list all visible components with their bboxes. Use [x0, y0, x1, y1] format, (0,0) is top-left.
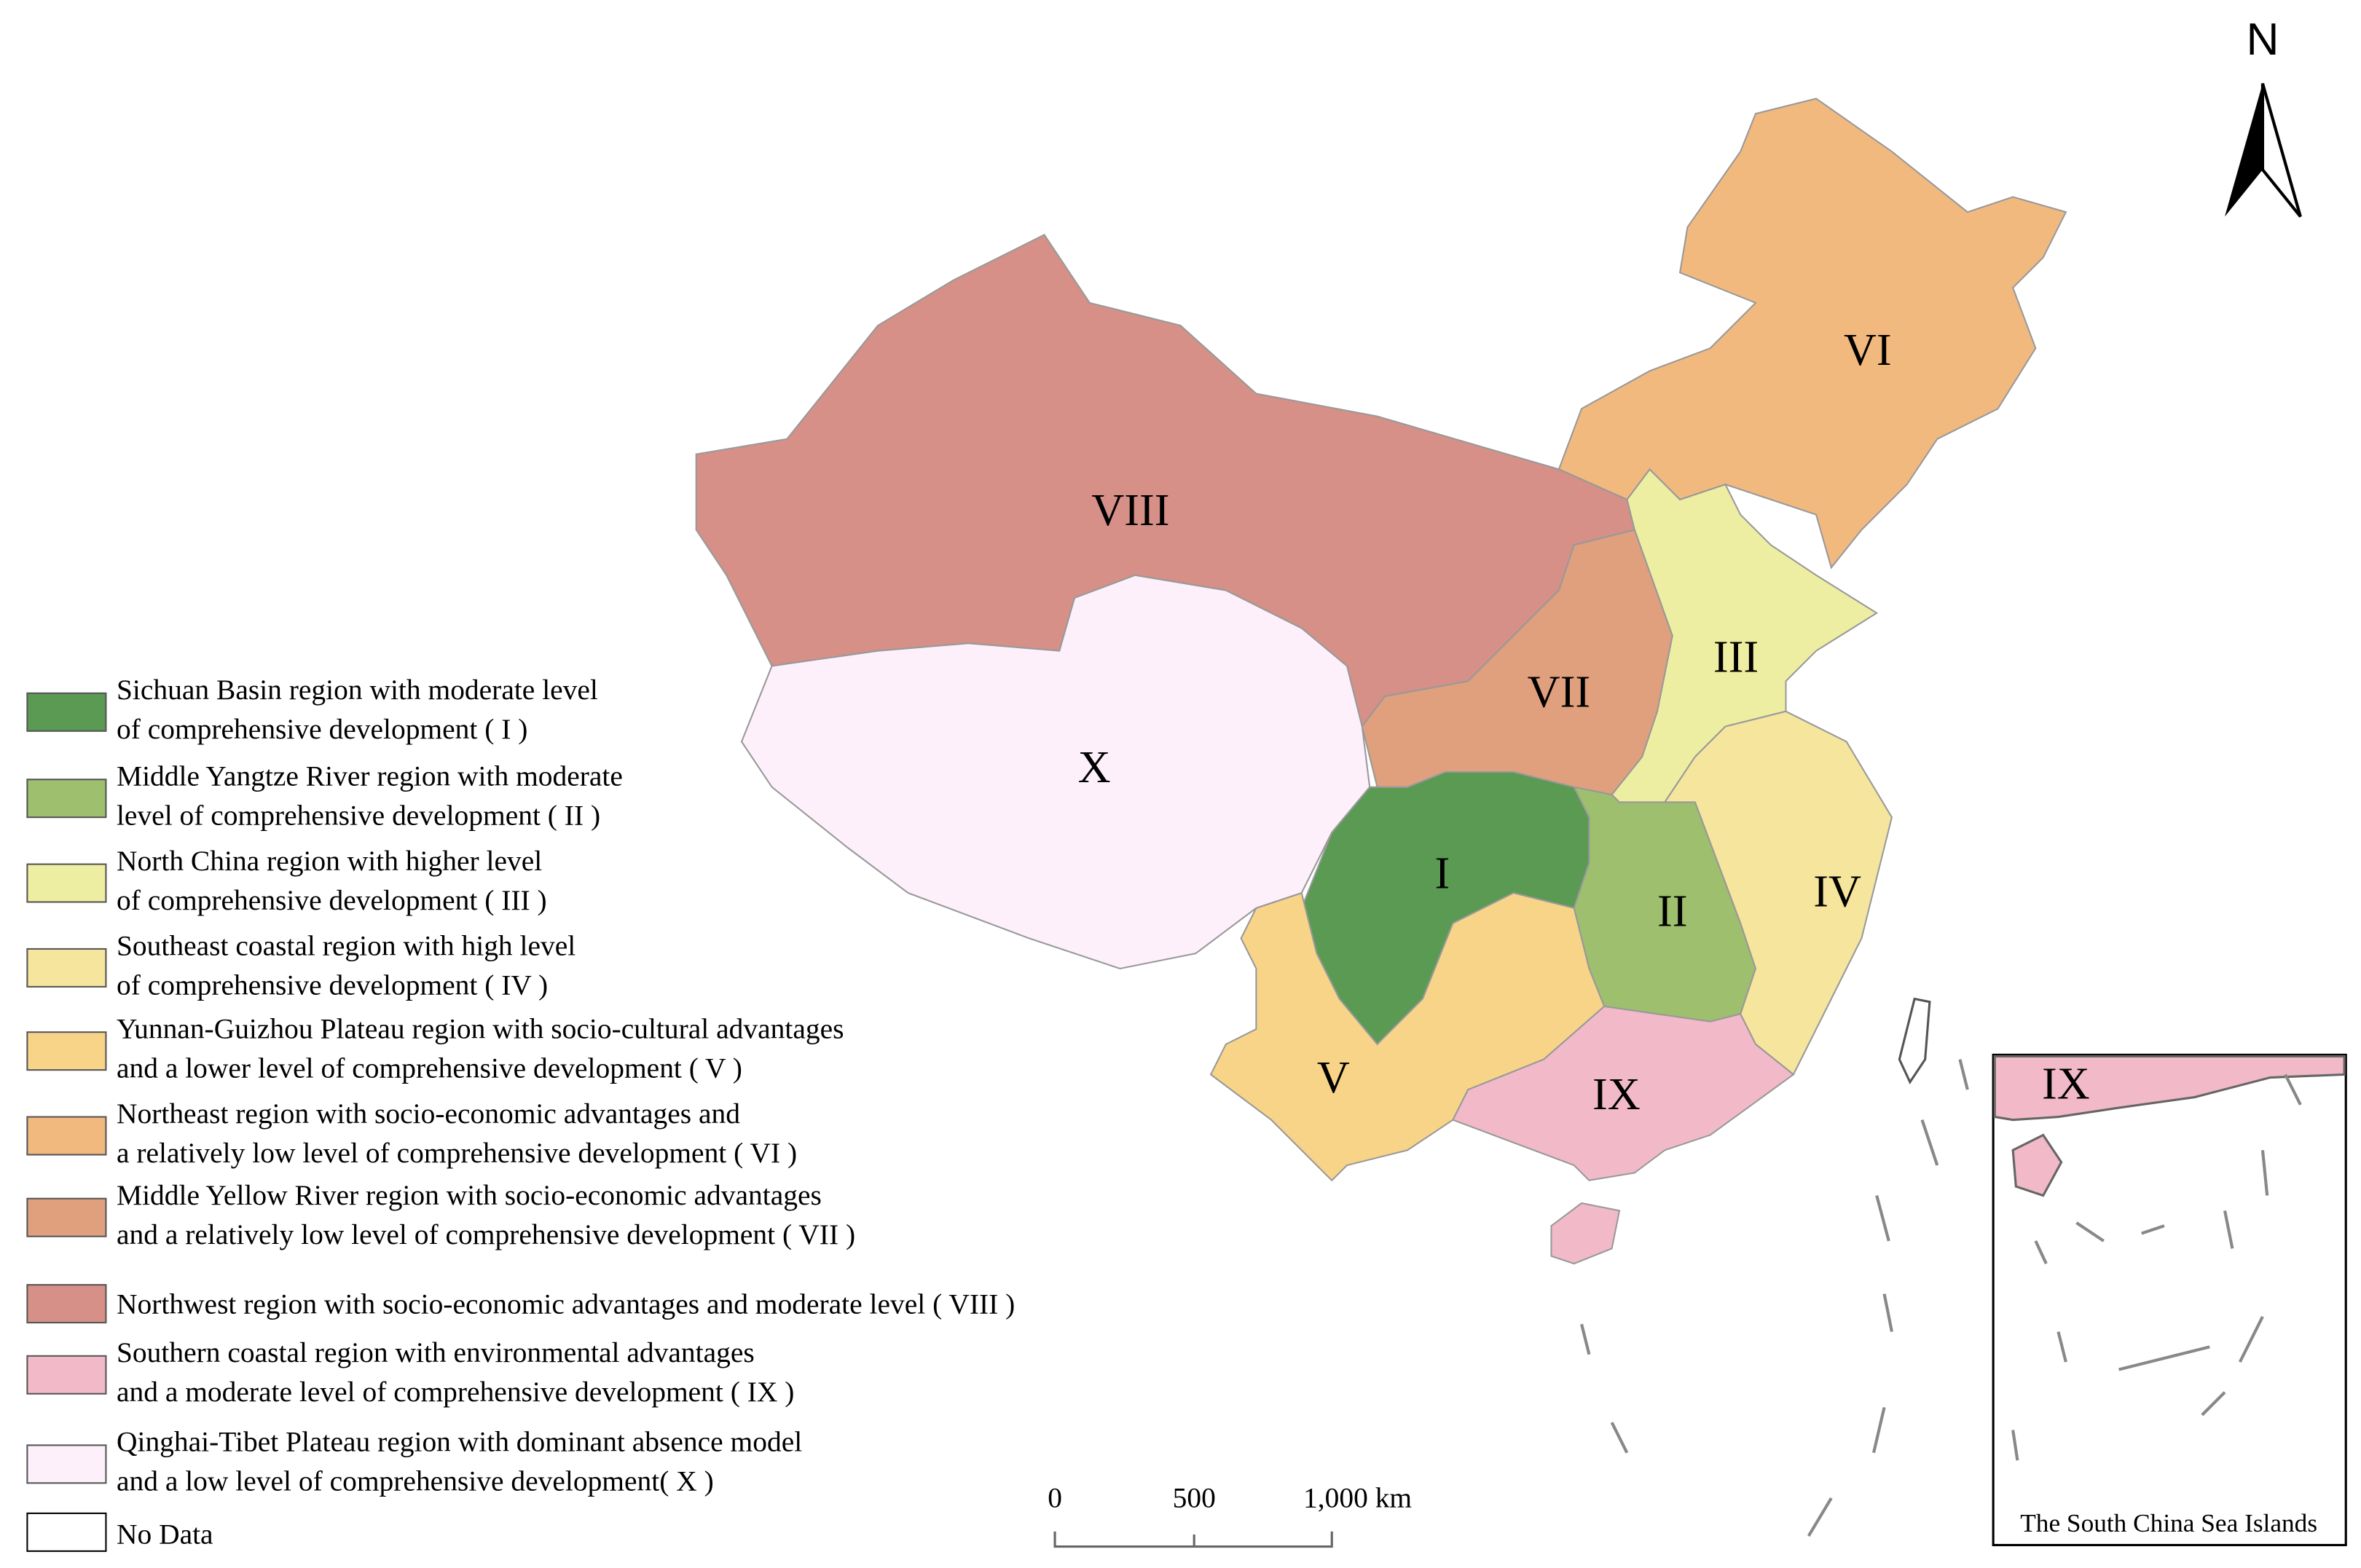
legend-label: Northeast region with socio-economic adv…: [117, 1098, 740, 1130]
legend-label: of comprehensive development ( IV ): [117, 969, 548, 1001]
legend-swatch: [26, 1355, 107, 1395]
taiwan: [1898, 997, 1931, 1084]
inset-caption: The South China Sea Islands: [2020, 1509, 2317, 1537]
legend-swatch: [26, 1031, 107, 1071]
scale-label: 1,000 km: [1303, 1482, 1412, 1514]
legend-swatch: [26, 1512, 107, 1552]
legend-label: North China region with higher level: [117, 845, 542, 877]
legend-swatch: [26, 863, 107, 903]
legend-swatch: [26, 1116, 107, 1156]
region-label: I: [1435, 848, 1450, 899]
legend-label: Sichuan Basin region with moderate level: [117, 674, 598, 706]
region: [1452, 1005, 1795, 1265]
region-label: VI: [1844, 325, 1892, 375]
scale-bar: 0 500 1,000 km: [1048, 1482, 1412, 1548]
island-dashes: [1580, 1059, 1969, 1537]
legend-label: No Data: [117, 1518, 213, 1550]
legend-label: Qinghai-Tibet Plateau region with domina…: [117, 1426, 802, 1458]
region-label: III: [1713, 632, 1759, 682]
legend-label: of comprehensive development ( III ): [117, 884, 547, 916]
legend-swatch: [26, 779, 107, 819]
region-label: VIII: [1091, 485, 1169, 535]
scale-label: 0: [1048, 1482, 1062, 1514]
legend-label: Southeast coastal region with high level: [117, 929, 575, 961]
legend-label: and a lower level of comprehensive devel…: [117, 1052, 742, 1084]
region: [740, 574, 1371, 970]
legend-label: Yunnan-Guizhou Plateau region with socio…: [117, 1013, 844, 1045]
legend-swatch: [26, 948, 107, 988]
legend-label: level of comprehensive development ( II …: [117, 800, 600, 832]
region: [1557, 98, 2067, 570]
scale-line: [1053, 1531, 1333, 1548]
regions: [695, 98, 2067, 1265]
north-arrow: N: [2225, 15, 2302, 218]
legend-label: and a moderate level of comprehensive de…: [117, 1376, 794, 1408]
region-label: X: [1078, 742, 1111, 792]
legend: Sichuan Basin region with moderate level…: [26, 674, 1015, 1552]
inset: IX The South China Sea Islands: [1992, 1053, 2347, 1547]
inset-frame: [1992, 1053, 2347, 1547]
region-label: IV: [1813, 867, 1861, 917]
legend-label: and a low level of comprehensive develop…: [117, 1465, 714, 1497]
legend-label: Northwest region with socio-economic adv…: [117, 1288, 1015, 1320]
arrow-right: [2260, 83, 2302, 218]
legend-label: Southern coastal region with environment…: [117, 1336, 755, 1368]
legend-label: Middle Yangtze River region with moderat…: [117, 760, 623, 792]
legend-label: and a relatively low level of comprehens…: [117, 1218, 855, 1250]
legend-label: a relatively low level of comprehensive …: [117, 1137, 797, 1169]
legend-swatch: [26, 1197, 107, 1237]
region-label: II: [1657, 886, 1688, 937]
region-label: IX: [1592, 1069, 1641, 1119]
inset-region-label: IX: [2042, 1058, 2090, 1108]
inset-dashes: [2011, 1073, 2302, 1461]
region-label: VII: [1528, 666, 1591, 717]
north-label: N: [2246, 15, 2279, 65]
legend-swatch: [26, 1284, 107, 1324]
inset-region: [1993, 1055, 2346, 1197]
legend-swatch: [26, 692, 107, 732]
region-label: V: [1317, 1052, 1350, 1103]
scale-label: 500: [1173, 1482, 1216, 1514]
legend-label: of comprehensive development ( I ): [117, 713, 527, 745]
legend-swatch: [26, 1444, 107, 1484]
legend-label: Middle Yellow River region with socio-ec…: [117, 1179, 822, 1211]
